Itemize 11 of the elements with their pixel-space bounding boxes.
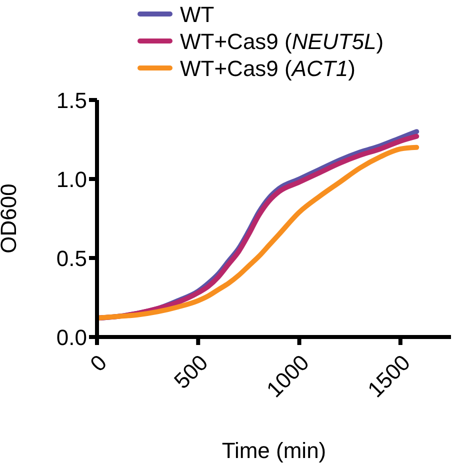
legend-label: WT+Cas9 (NEUT5L) bbox=[180, 29, 384, 54]
y-tick-label: 1.0 bbox=[56, 166, 87, 192]
x-tick-label: 500 bbox=[169, 350, 213, 394]
legend-label: WT+Cas9 (ACT1) bbox=[180, 56, 356, 81]
x-axis-title: Time (min) bbox=[222, 438, 326, 463]
x-tick-label: 0 bbox=[85, 350, 112, 376]
legend-label: WT bbox=[180, 2, 214, 27]
y-tick-label: 0.5 bbox=[56, 246, 87, 271]
y-axis-title: OD600 bbox=[0, 184, 21, 254]
y-tick-label: 0.0 bbox=[56, 324, 87, 350]
y-tick-label: 1.5 bbox=[56, 88, 87, 113]
